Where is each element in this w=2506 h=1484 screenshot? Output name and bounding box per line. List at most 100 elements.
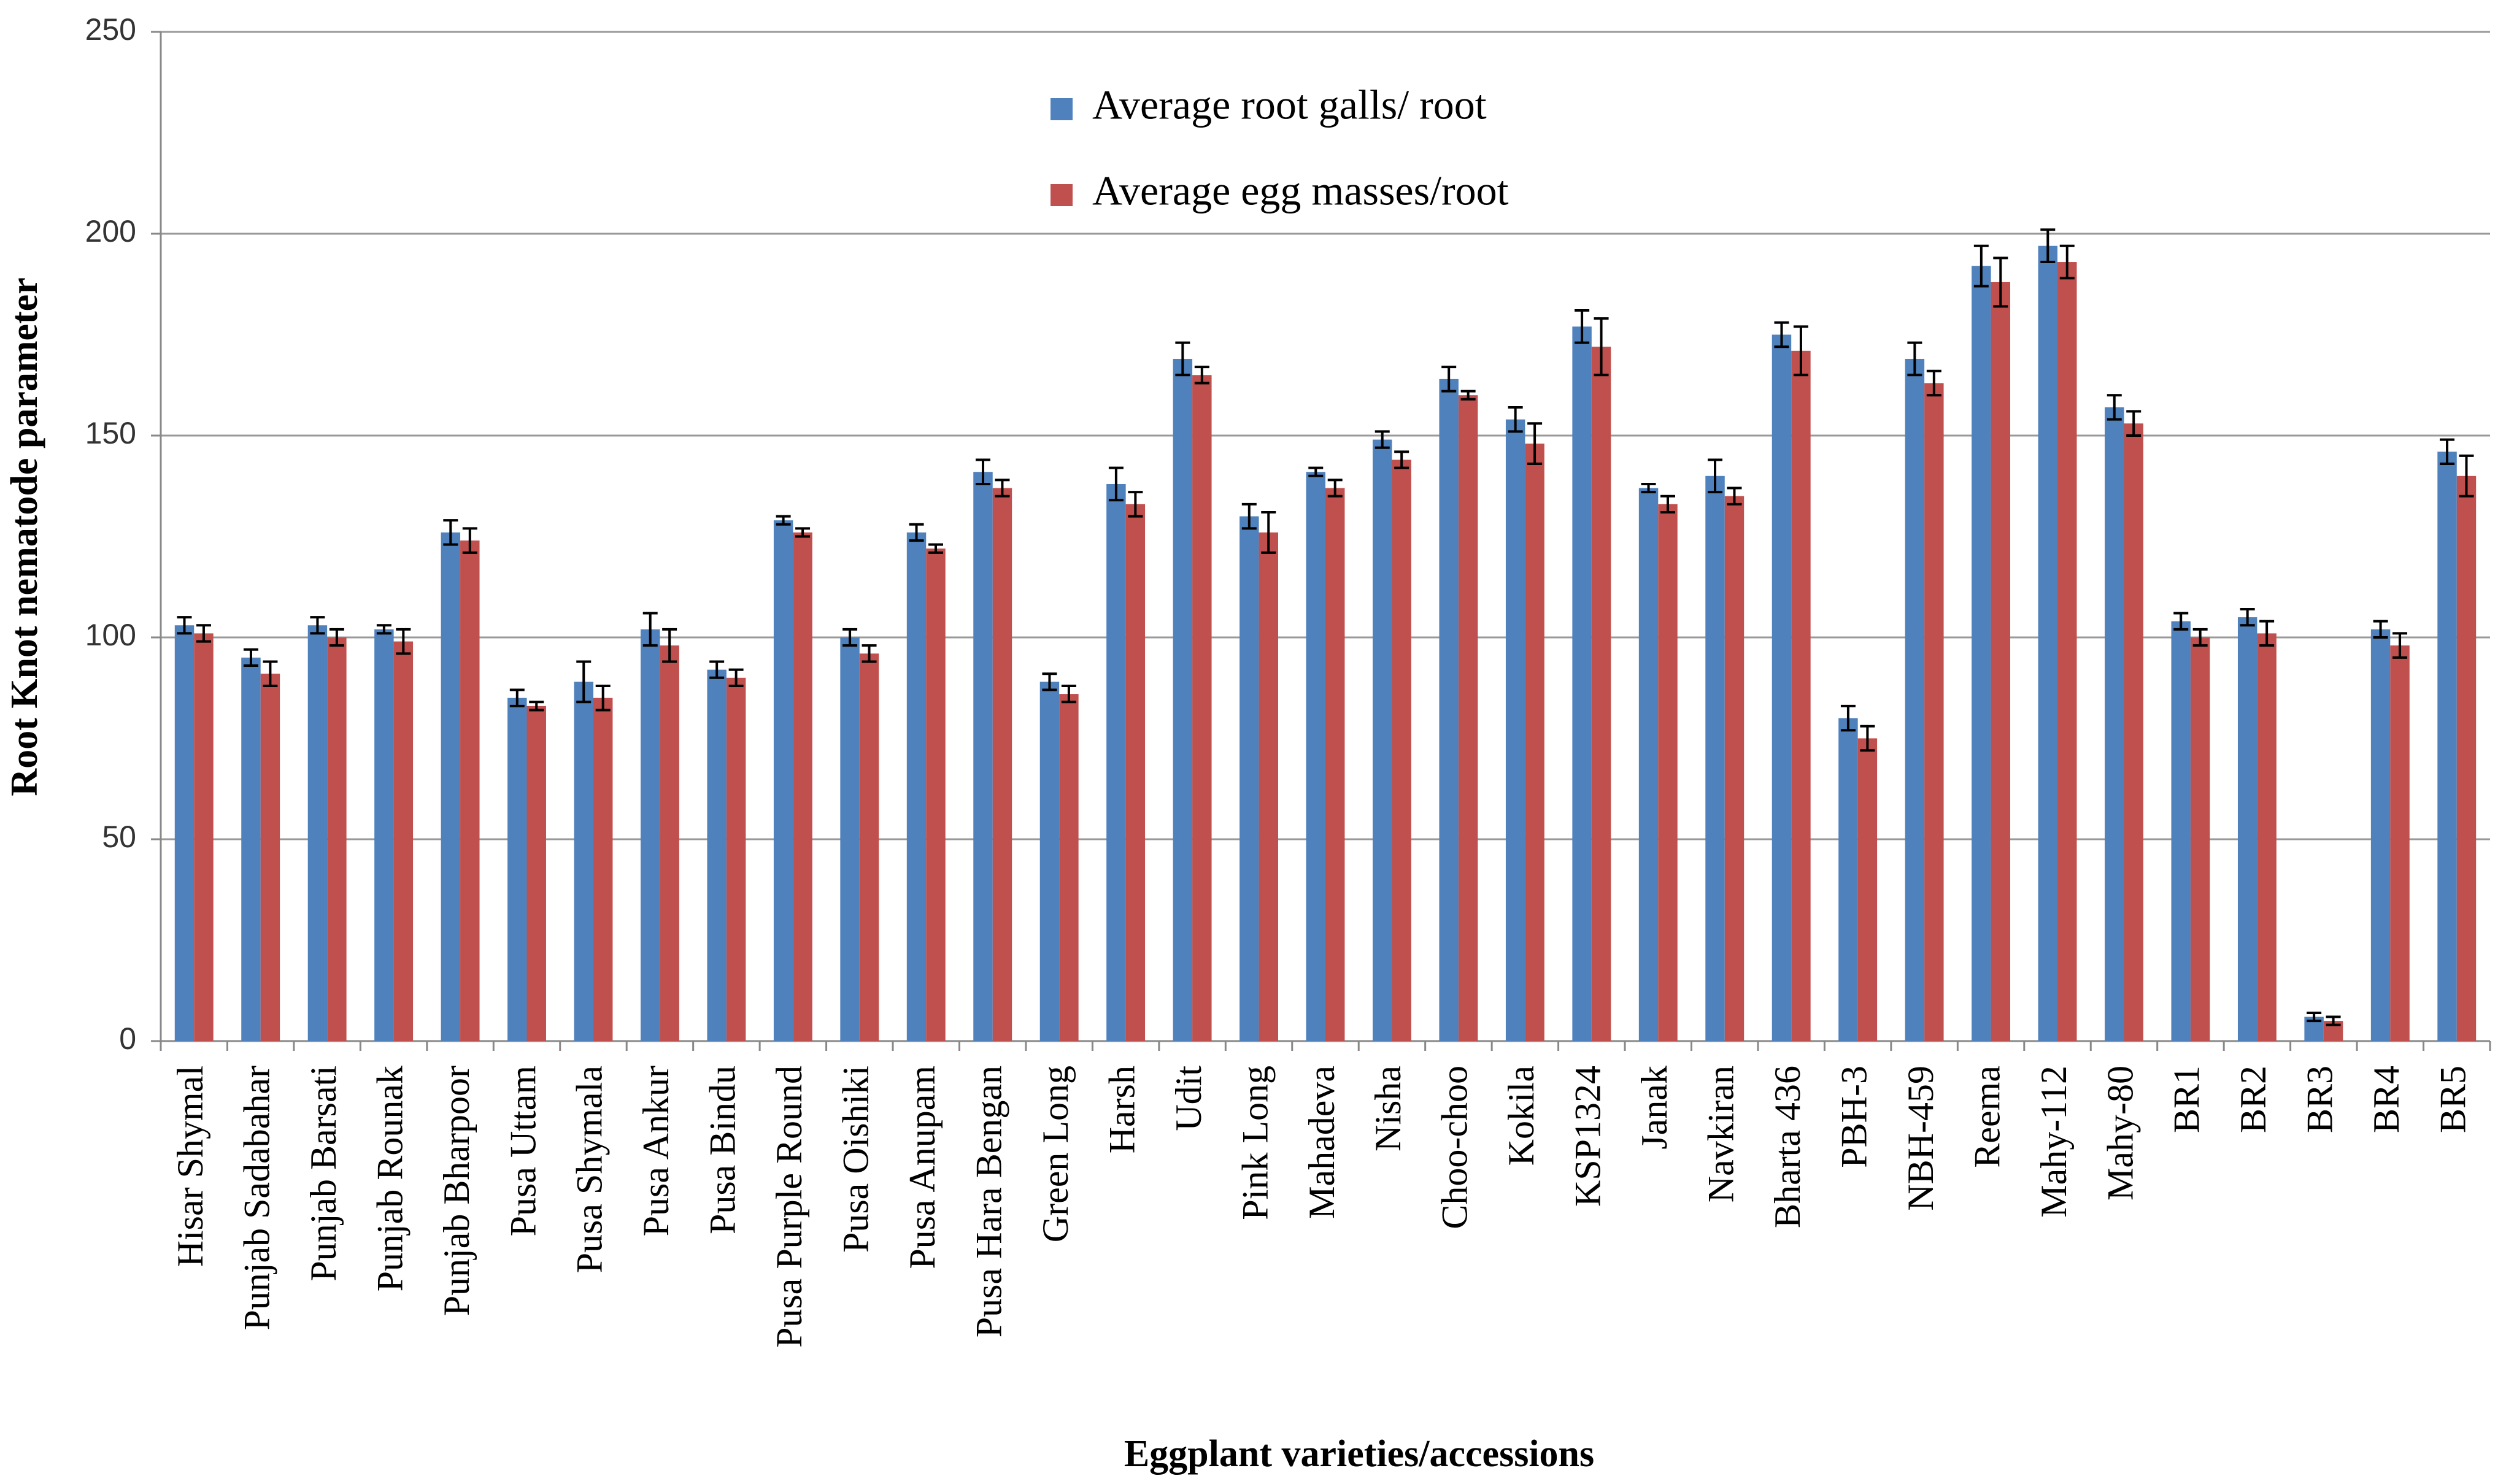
bar bbox=[1505, 419, 1525, 1041]
x-tick-label: BR4 bbox=[2366, 1066, 2407, 1133]
error-bar bbox=[2373, 620, 2388, 639]
x-tick-label: BR3 bbox=[2300, 1066, 2340, 1133]
bar bbox=[1059, 694, 1079, 1041]
error-bar bbox=[2173, 612, 2189, 631]
x-tick-label: Udit bbox=[1168, 1066, 1209, 1131]
x-tick-label: Reema bbox=[1967, 1066, 2007, 1168]
x-tick-label: NBH-459 bbox=[1900, 1066, 1941, 1211]
error-bar bbox=[1840, 704, 1856, 732]
x-tick-label: Pusa Bindu bbox=[703, 1066, 743, 1234]
bar bbox=[1591, 347, 1611, 1041]
y-tick-label: 0 bbox=[119, 1021, 136, 1056]
bar bbox=[441, 532, 461, 1041]
error-bar bbox=[595, 684, 611, 712]
x-tick-label: BR5 bbox=[2433, 1066, 2473, 1133]
bar bbox=[2124, 423, 2143, 1041]
bar bbox=[194, 633, 214, 1041]
error-bar bbox=[263, 660, 278, 687]
error-bar bbox=[1128, 491, 1143, 518]
bar bbox=[992, 488, 1012, 1041]
bar bbox=[1991, 282, 2011, 1042]
error-bar bbox=[2126, 410, 2142, 437]
x-tick-label: BR2 bbox=[2233, 1066, 2273, 1133]
bar bbox=[2390, 645, 2410, 1041]
error-bar bbox=[2440, 438, 2455, 466]
error-bar bbox=[529, 701, 544, 712]
error-bar bbox=[2307, 1011, 2322, 1023]
error-bar bbox=[842, 628, 858, 647]
bar bbox=[1525, 444, 1544, 1041]
bar bbox=[593, 698, 613, 1041]
error-bar bbox=[995, 479, 1010, 498]
error-bar bbox=[1308, 466, 1324, 477]
bar bbox=[460, 540, 480, 1041]
error-bar bbox=[376, 624, 391, 635]
error-bar bbox=[1594, 317, 1609, 377]
error-bar bbox=[329, 628, 344, 647]
error-bar bbox=[2192, 628, 2208, 647]
x-tick-label: Pusa Hara Bengan bbox=[968, 1066, 1009, 1337]
error-bar bbox=[310, 616, 325, 635]
x-tick-label: Mahy-80 bbox=[2100, 1066, 2140, 1201]
error-bar bbox=[975, 458, 990, 485]
error-bar bbox=[1042, 672, 1057, 691]
x-tick-label: Pusa Anupam bbox=[902, 1066, 943, 1269]
error-bar bbox=[196, 624, 211, 643]
error-bar bbox=[1508, 406, 1523, 433]
error-bar bbox=[1727, 486, 1742, 506]
x-tick-label: Punjab Bharpoor bbox=[436, 1066, 477, 1316]
error-bar bbox=[776, 515, 791, 526]
error-bar bbox=[928, 543, 943, 554]
bar bbox=[2437, 452, 2457, 1041]
bar bbox=[1572, 326, 1592, 1041]
bar bbox=[2105, 407, 2124, 1042]
bar bbox=[1658, 504, 1678, 1041]
legend-swatch bbox=[1051, 98, 1073, 120]
bar bbox=[393, 641, 414, 1041]
bar bbox=[307, 625, 328, 1041]
x-tick-label: Kokila bbox=[1501, 1066, 1541, 1166]
error-bar bbox=[2326, 1015, 2341, 1026]
bar bbox=[327, 637, 347, 1041]
x-tick-label: Pink Long bbox=[1235, 1066, 1275, 1220]
x-tick-label: Pusa Ankur bbox=[636, 1066, 676, 1236]
error-bar bbox=[1860, 725, 1875, 752]
bar bbox=[640, 629, 660, 1041]
bar bbox=[1325, 488, 1345, 1041]
bar bbox=[1259, 532, 1278, 1041]
error-bar bbox=[1993, 256, 2008, 308]
bar bbox=[2057, 262, 2077, 1041]
x-tick-label: Punjab Sadabahar bbox=[236, 1066, 277, 1331]
y-tick-label: 100 bbox=[85, 618, 136, 652]
bar bbox=[374, 629, 394, 1041]
error-bar bbox=[1907, 341, 1922, 377]
bar bbox=[2171, 621, 2191, 1041]
error-bar bbox=[2259, 620, 2275, 647]
x-tick-label: KSP1324 bbox=[1568, 1066, 1608, 1207]
error-bar bbox=[1327, 479, 1343, 498]
x-tick-label: Bharta 436 bbox=[1767, 1066, 1808, 1228]
error-bar bbox=[1660, 494, 1676, 514]
error-bar bbox=[1108, 466, 1124, 502]
error-bar bbox=[396, 628, 411, 655]
bar bbox=[1125, 504, 1146, 1041]
y-tick-label: 250 bbox=[85, 12, 136, 47]
error-bar bbox=[509, 688, 525, 707]
bar bbox=[174, 625, 195, 1041]
x-tick-label: Janak bbox=[1634, 1066, 1675, 1150]
bar bbox=[2190, 637, 2210, 1041]
bar bbox=[1905, 358, 1925, 1041]
y-tick-label: 50 bbox=[102, 820, 136, 854]
error-bar bbox=[2392, 632, 2408, 659]
bar bbox=[1924, 383, 1944, 1042]
bar bbox=[1039, 682, 1060, 1041]
error-bar bbox=[576, 660, 592, 704]
error-bar bbox=[1926, 369, 1941, 397]
legend-label: Average root galls/ root bbox=[1092, 82, 1487, 128]
error-bar bbox=[1774, 321, 1789, 348]
bar bbox=[660, 645, 679, 1041]
bar bbox=[260, 674, 280, 1041]
bar bbox=[1638, 488, 1659, 1041]
bar bbox=[1392, 459, 1411, 1041]
error-bar bbox=[1241, 502, 1257, 530]
